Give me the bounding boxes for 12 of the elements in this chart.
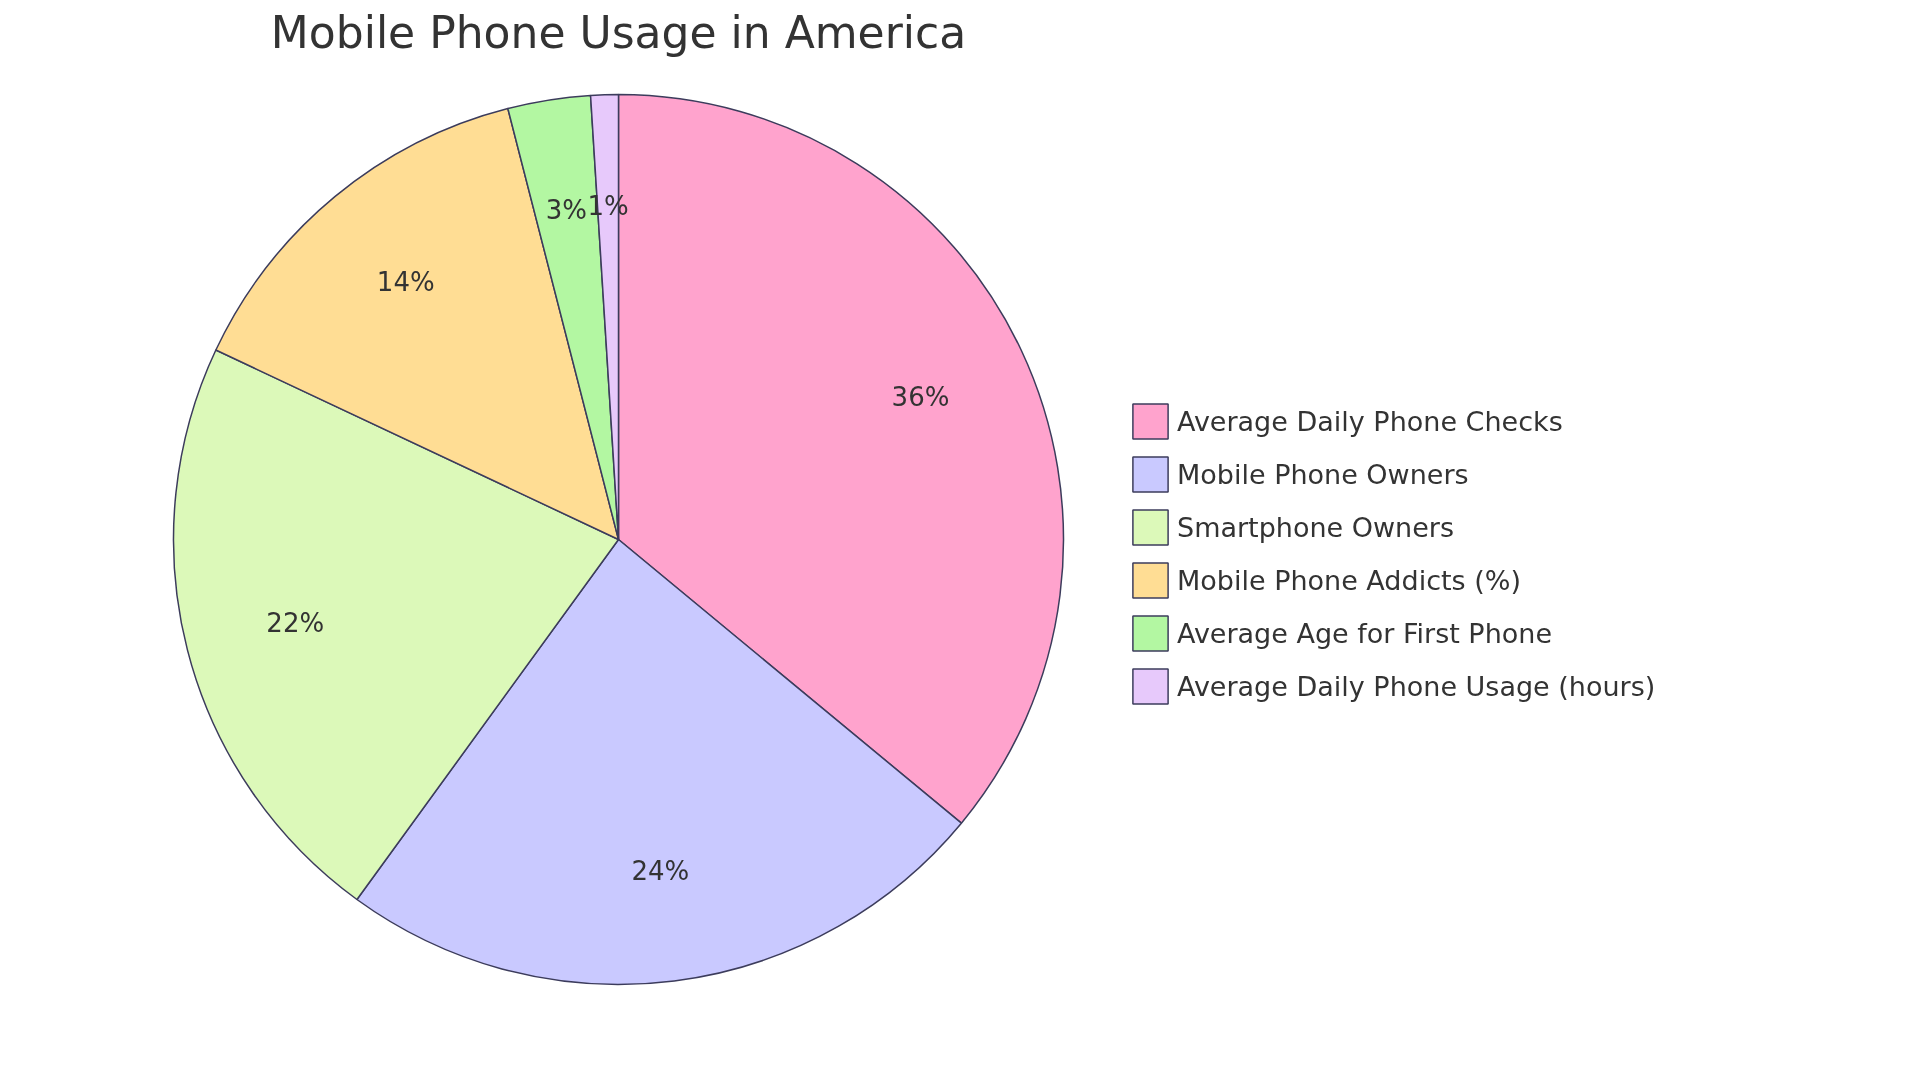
data-label: 36% bbox=[891, 382, 950, 413]
data-label: 24% bbox=[631, 855, 690, 886]
chart-title: Mobile Phone Usage in America bbox=[270, 6, 967, 58]
legend-label: Mobile Phone Addicts (%) bbox=[1177, 564, 1521, 596]
legend-label: Smartphone Owners bbox=[1177, 511, 1454, 543]
legend-label: Average Daily Phone Usage (hours) bbox=[1177, 670, 1656, 702]
data-label: 3% bbox=[545, 194, 587, 225]
data-label: 14% bbox=[376, 267, 435, 298]
legend-label: Average Age for First Phone bbox=[1177, 617, 1553, 649]
data-label: 22% bbox=[266, 607, 325, 638]
legend-label: Mobile Phone Owners bbox=[1177, 458, 1469, 490]
legend-label: Average Daily Phone Checks bbox=[1177, 405, 1563, 437]
